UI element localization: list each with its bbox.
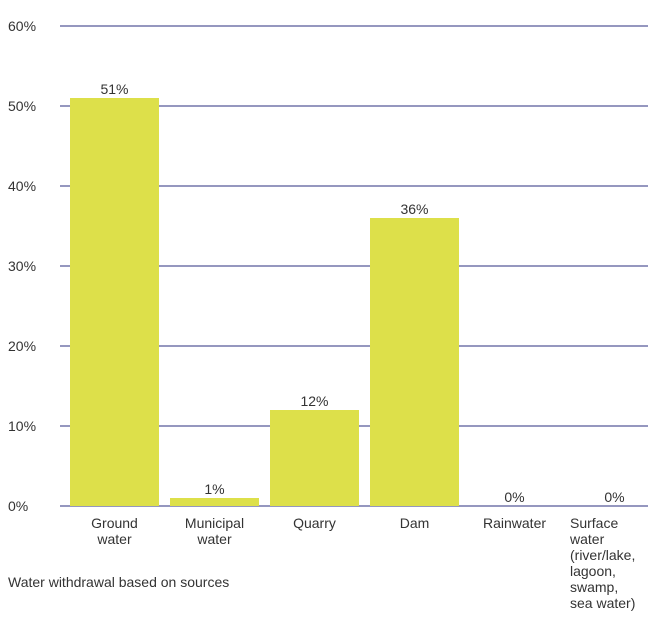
x-tick-label-line: Quarry: [293, 515, 336, 531]
bars: [70, 98, 459, 506]
x-tick-label: Municipal water: [185, 515, 244, 547]
x-tick-label-line: sea water): [570, 595, 635, 611]
bar: [170, 498, 259, 506]
bar: [70, 98, 159, 506]
x-tick-label: Dam: [400, 515, 430, 531]
x-tick-label-line: swamp,: [570, 579, 618, 595]
y-tick-label: 60%: [8, 18, 36, 34]
chart-caption: Water withdrawal based on sources: [8, 574, 230, 590]
y-tick-label: 50%: [8, 98, 36, 114]
x-tick-label: Quarry: [293, 515, 336, 531]
x-tick-label-line: water: [569, 531, 605, 547]
x-tick-label: Ground water: [91, 515, 138, 547]
data-label: 36%: [400, 201, 428, 217]
y-axis: 0% 10% 20% 30% 40% 50% 60%: [8, 18, 36, 514]
y-tick-label: 40%: [8, 178, 36, 194]
y-tick-label: 30%: [8, 258, 36, 274]
data-label: 0%: [604, 489, 624, 505]
x-tick-label-line: Rainwater: [483, 515, 546, 531]
x-tick-label-line: water: [96, 531, 132, 547]
y-tick-label: 10%: [8, 418, 36, 434]
bar: [270, 410, 359, 506]
data-label: 0%: [504, 489, 524, 505]
y-tick-label: 0%: [8, 498, 28, 514]
y-tick-label: 20%: [8, 338, 36, 354]
data-label: 51%: [100, 81, 128, 97]
x-tick-label-line: water: [196, 531, 232, 547]
x-tick-label-line: Municipal: [185, 515, 244, 531]
x-tick-label-line: Dam: [400, 515, 430, 531]
x-tick-label: Surface water (river/lake, lagoon, swamp, sea…: [569, 515, 635, 611]
x-tick-label-line: Surface: [570, 515, 618, 531]
data-label: 1%: [204, 481, 224, 497]
x-tick-label: Rainwater: [483, 515, 546, 531]
x-tick-label-line: lagoon,: [570, 563, 616, 579]
x-tick-label-line: (river/lake,: [570, 547, 635, 563]
x-tick-label-line: Ground: [91, 515, 138, 531]
data-label: 12%: [300, 393, 328, 409]
data-labels: 51% 1% 12% 36% 0% 0%: [100, 81, 624, 505]
bar: [370, 218, 459, 506]
